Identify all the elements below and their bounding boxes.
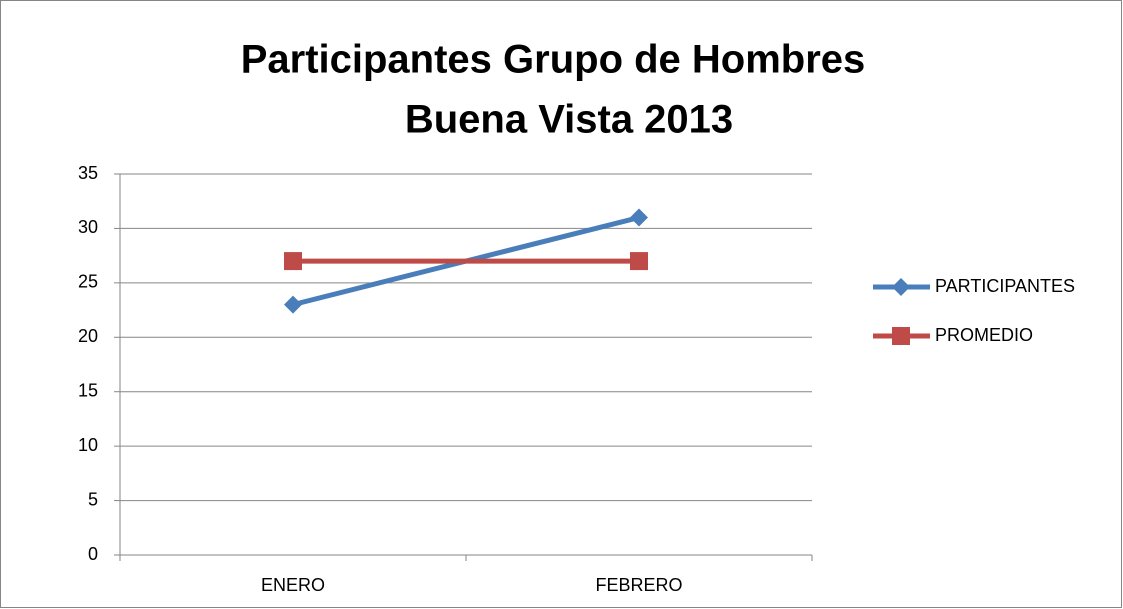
- y-tick-label: 25: [78, 272, 98, 292]
- legend-label: PARTICIPANTES: [935, 276, 1075, 296]
- marker: [892, 327, 910, 345]
- y-tick-label: 5: [88, 489, 98, 509]
- x-tick-label: ENERO: [261, 575, 325, 595]
- marker: [284, 295, 302, 314]
- marker: [284, 252, 302, 271]
- marker: [892, 278, 910, 296]
- chart-title: Participantes Grupo de Hombres: [241, 38, 866, 82]
- x-tick-label: FEBRERO: [595, 575, 682, 595]
- y-tick-label: 10: [78, 435, 98, 455]
- marker: [630, 208, 648, 227]
- y-tick-label: 35: [78, 163, 98, 183]
- y-tick-label: 0: [88, 544, 98, 564]
- y-tick-label: 30: [78, 217, 98, 237]
- y-tick-label: 15: [78, 380, 98, 400]
- y-tick-label: 20: [78, 326, 98, 346]
- legend-label: PROMEDIO: [935, 325, 1033, 345]
- marker: [630, 252, 648, 271]
- chart-title: Buena Vista 2013: [405, 98, 733, 142]
